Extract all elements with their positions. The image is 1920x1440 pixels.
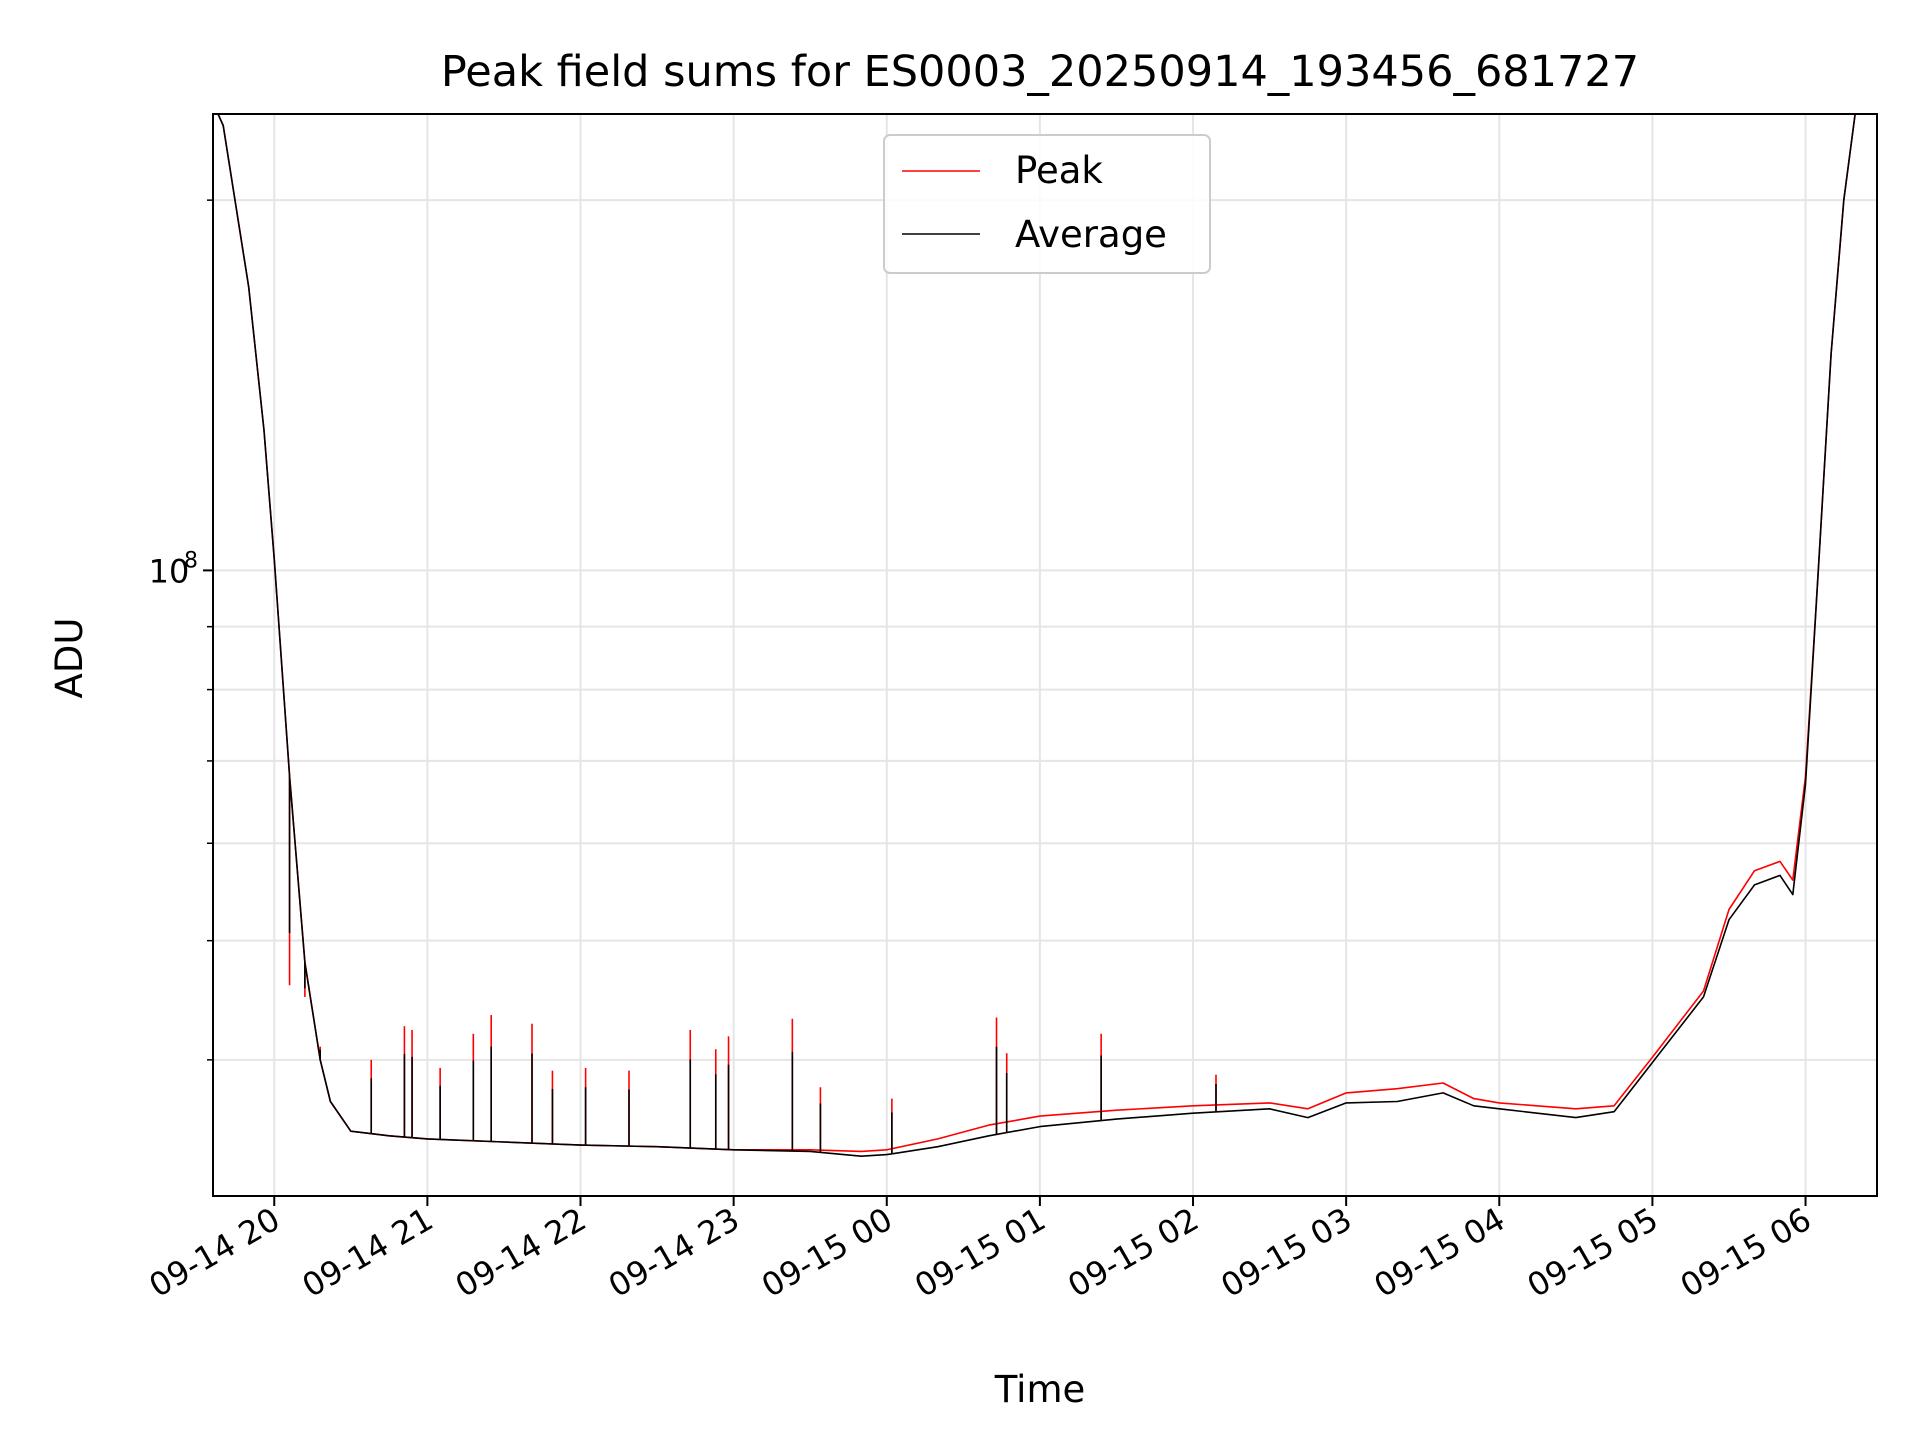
y-axis-label: ADU — [48, 618, 91, 699]
legend-box — [883, 134, 1211, 274]
y-tick-exponent: 8 — [184, 548, 198, 573]
plot-frame — [212, 113, 1878, 1197]
y-axis-ticks: 108 — [149, 199, 213, 1061]
grid-lines — [213, 114, 1877, 1196]
plot-lines — [217, 114, 1856, 1157]
y-tick-label: 10 — [149, 552, 190, 590]
chart-title: Peak field sums for ES0003_20250914_1934… — [441, 47, 1639, 97]
legend: Peak Average — [883, 134, 1211, 274]
series-line-average — [217, 114, 1856, 1157]
legend-label-average: Average — [1015, 213, 1167, 256]
x-axis-label: Time — [994, 1368, 1086, 1411]
legend-label-peak: Peak — [1015, 149, 1103, 192]
